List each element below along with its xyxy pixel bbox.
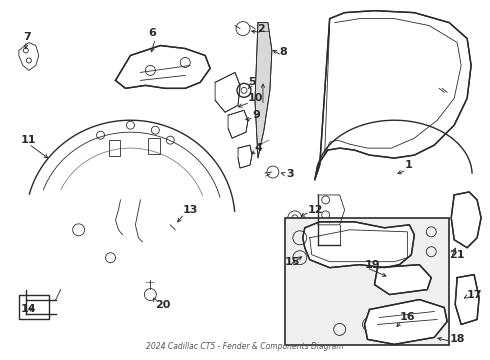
Polygon shape [228, 110, 248, 138]
Bar [108, 140, 121, 156]
Text: 5: 5 [248, 77, 256, 87]
Polygon shape [315, 11, 471, 180]
Text: 9: 9 [252, 110, 260, 120]
Text: 16: 16 [399, 312, 415, 323]
Polygon shape [455, 275, 479, 324]
Text: 12: 12 [308, 205, 323, 215]
Text: 10: 10 [248, 93, 263, 103]
Polygon shape [116, 45, 210, 88]
Text: 21: 21 [449, 250, 465, 260]
Polygon shape [374, 265, 431, 294]
Text: 19: 19 [365, 260, 380, 270]
FancyBboxPatch shape [19, 294, 49, 319]
Polygon shape [19, 42, 39, 71]
Text: 4: 4 [255, 143, 263, 153]
Text: 1: 1 [404, 160, 412, 170]
FancyBboxPatch shape [285, 218, 449, 345]
Text: 7: 7 [23, 32, 30, 41]
Polygon shape [451, 192, 481, 248]
Text: 18: 18 [449, 334, 465, 345]
Text: 6: 6 [148, 28, 156, 37]
Polygon shape [303, 222, 415, 268]
Text: 13: 13 [182, 205, 197, 215]
Polygon shape [238, 145, 252, 168]
Text: 8: 8 [280, 48, 288, 58]
Polygon shape [255, 23, 272, 158]
Text: 2024 Cadillac CT5 - Fender & Components Diagram: 2024 Cadillac CT5 - Fender & Components … [146, 342, 344, 351]
Text: 11: 11 [21, 135, 36, 145]
Polygon shape [365, 300, 447, 345]
Text: 14: 14 [21, 305, 36, 315]
Text: 3: 3 [286, 169, 294, 179]
Text: 20: 20 [155, 300, 171, 310]
Text: 15: 15 [285, 257, 300, 267]
Bar [148, 138, 160, 154]
Text: 17: 17 [467, 289, 483, 300]
Text: 2: 2 [257, 24, 265, 33]
Polygon shape [215, 72, 240, 112]
